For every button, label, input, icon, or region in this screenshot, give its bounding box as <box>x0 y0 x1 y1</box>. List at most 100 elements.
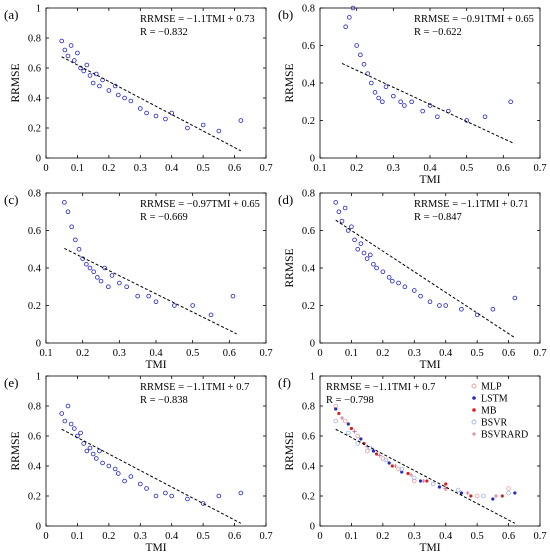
y-tick-label: 0.8 <box>28 402 41 413</box>
x-axis-label: TMI <box>419 542 440 554</box>
regression-equation: RRMSE = −1.1TMI + 0.71 <box>414 199 529 210</box>
data-point <box>153 113 159 119</box>
data-point <box>65 403 71 409</box>
x-tick-label: 0.1 <box>345 531 358 542</box>
x-tick-label: 0.2 <box>350 163 363 174</box>
x-tick-label: 0.1 <box>71 531 84 542</box>
y-tick-label: 1 <box>36 4 41 15</box>
data-point <box>437 303 442 308</box>
data-point <box>402 284 408 290</box>
data-point <box>406 471 410 476</box>
correlation-r: R = −0.669 <box>140 212 188 223</box>
data-point <box>427 299 433 305</box>
data-point <box>386 275 392 280</box>
data-point <box>459 491 464 495</box>
data-point <box>494 494 498 498</box>
regression-equation: RRMSE = −0.91TMI + 0.65 <box>414 14 534 25</box>
data-point <box>122 95 127 101</box>
y-tick-label: 0.4 <box>28 264 42 275</box>
correlation-r: R = −0.832 <box>140 27 188 38</box>
y-tick-label: 0 <box>310 522 315 533</box>
data-point <box>333 418 339 424</box>
data-point <box>95 275 100 280</box>
panel-c: 0.1 0.2 0.3 0.4 0.5 0.6 0.7 0 0.2 0.4 0.6 0.8 TMI (c)… <box>4 189 273 372</box>
data-point <box>137 481 143 487</box>
data-point <box>364 256 370 261</box>
data-point <box>374 452 379 456</box>
data-point <box>106 284 111 290</box>
y-tick-label: 0 <box>310 154 315 165</box>
x-axis-label: TMI <box>145 542 166 554</box>
data-point <box>437 485 442 489</box>
y-tick-label: 0.2 <box>28 492 41 503</box>
y-tick-label: 0.8 <box>28 34 41 45</box>
data-point <box>490 306 496 312</box>
data-point <box>84 448 90 454</box>
data-point <box>144 110 149 116</box>
y-tick-label: 0 <box>36 154 41 165</box>
data-point <box>474 312 480 318</box>
x-tick-label: 0.6 <box>497 163 510 174</box>
data-point <box>358 52 363 58</box>
x-tick-label: 0.5 <box>471 348 484 359</box>
x-tick-label: 0.4 <box>165 531 179 542</box>
data-point <box>420 108 425 114</box>
data-point <box>398 99 403 105</box>
data-point <box>347 15 352 20</box>
data-point <box>402 103 407 108</box>
data-point <box>91 269 96 275</box>
y-tick-label: 0.4 <box>302 79 316 90</box>
data-point <box>491 497 495 501</box>
data-point <box>361 61 367 67</box>
x-axis-label: TMI <box>145 359 166 371</box>
data-point <box>399 466 405 472</box>
data-point <box>342 418 348 424</box>
y-tick-label: 0.2 <box>28 124 41 135</box>
data-point <box>216 493 222 499</box>
data-point <box>81 68 87 74</box>
regression-line <box>64 247 237 335</box>
data-point <box>87 445 93 451</box>
legend-marker <box>471 383 477 389</box>
y-tick-label: 1 <box>36 372 41 383</box>
data-point <box>506 490 511 496</box>
data-point <box>75 50 80 56</box>
data-point <box>393 464 398 468</box>
data-point <box>106 88 112 93</box>
data-point <box>93 456 99 461</box>
x-tick-label: 0.7 <box>259 531 272 542</box>
data-point <box>137 106 143 111</box>
x-tick-label: 0.1 <box>39 348 52 359</box>
x-tick-label: 0.7 <box>259 163 272 174</box>
data-point <box>65 53 71 59</box>
x-tick-label: 0 <box>43 531 48 542</box>
panel-label: (a) <box>4 7 18 22</box>
data-point <box>78 430 83 436</box>
x-tick-label: 0.7 <box>533 531 546 542</box>
data-point <box>69 224 74 230</box>
x-tick-label: 0.5 <box>460 163 473 174</box>
data-point <box>411 288 417 293</box>
legend-entry: BSVR <box>481 418 507 429</box>
x-tick-label: 0.7 <box>533 163 546 174</box>
plot-frame <box>319 375 541 527</box>
legend-entry: MLP <box>481 382 502 393</box>
regression-equation: RRMSE = −0.97TMI + 0.65 <box>140 199 260 210</box>
legend-marker <box>472 408 476 412</box>
x-tick-label: 0.3 <box>113 348 126 359</box>
regression-line <box>341 62 515 145</box>
y-tick-label: 0.4 <box>28 94 42 105</box>
x-tick-label: 0.6 <box>228 531 241 542</box>
data-point <box>512 295 518 301</box>
data-point <box>359 437 363 441</box>
data-point <box>391 93 396 99</box>
y-axis-label: RRMSE <box>284 249 296 288</box>
data-point <box>128 98 134 104</box>
data-point <box>350 5 356 11</box>
data-point <box>59 411 65 416</box>
data-point <box>169 493 175 499</box>
data-point <box>185 496 190 502</box>
correlation-r: R = −0.622 <box>414 27 462 38</box>
data-point <box>115 92 121 98</box>
